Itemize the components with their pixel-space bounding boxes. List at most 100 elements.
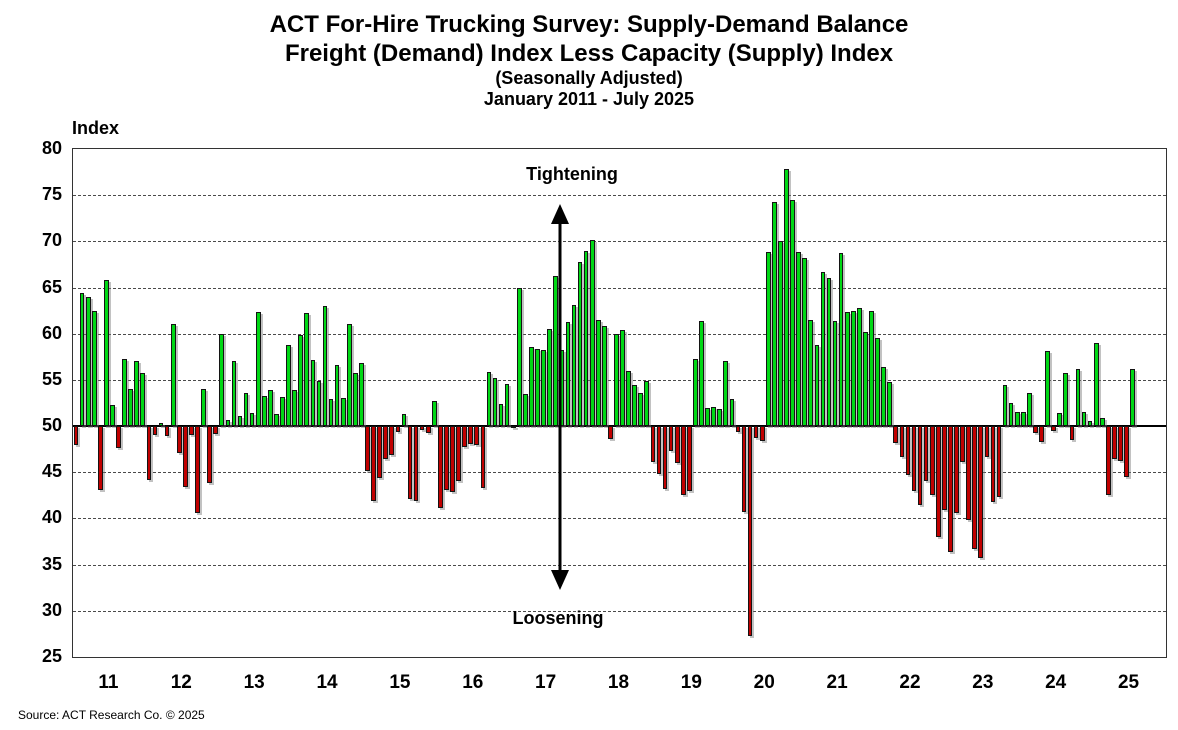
bar <box>723 361 729 427</box>
bar <box>510 426 516 429</box>
bar <box>456 426 461 482</box>
bar <box>966 426 971 521</box>
bar <box>942 426 947 511</box>
x-year-label-11: 11 <box>98 672 119 693</box>
bar <box>1008 403 1014 427</box>
bar <box>134 360 140 427</box>
x-year-label-17: 17 <box>535 672 557 693</box>
bar <box>644 380 650 427</box>
bar <box>225 419 231 427</box>
bar <box>292 390 297 427</box>
bar <box>674 426 680 464</box>
bar <box>826 278 832 427</box>
bar <box>784 169 789 427</box>
bar <box>984 426 990 457</box>
bar <box>978 426 984 559</box>
bar <box>1027 392 1032 427</box>
bar <box>577 261 583 427</box>
bar <box>523 393 528 427</box>
bar <box>310 359 316 427</box>
gridline-55 <box>73 379 1166 381</box>
bar <box>693 358 698 427</box>
bar <box>340 398 346 427</box>
bar <box>1075 368 1081 427</box>
bar <box>711 406 716 427</box>
y-tick-label-50: 50 <box>41 415 62 436</box>
bar <box>1112 426 1117 460</box>
bar <box>650 426 656 463</box>
bar <box>996 426 1002 498</box>
bar <box>614 333 619 427</box>
bar <box>844 312 850 427</box>
bar <box>268 390 273 427</box>
tightening-label: Tightening <box>526 164 618 184</box>
x-year-label-15: 15 <box>389 672 411 693</box>
bar <box>935 426 941 537</box>
bar <box>231 361 237 427</box>
bar <box>772 201 777 427</box>
bar <box>140 372 146 427</box>
x-year-label-21: 21 <box>826 672 848 693</box>
y-tick-label-70: 70 <box>41 230 62 251</box>
bar <box>972 426 978 549</box>
bar <box>881 366 886 427</box>
bar <box>316 380 322 427</box>
bar <box>328 399 334 427</box>
bar <box>699 320 704 427</box>
bar <box>571 305 577 427</box>
bar <box>1057 413 1063 427</box>
bar <box>286 344 291 427</box>
gridline-60 <box>73 333 1166 335</box>
bar <box>201 389 206 427</box>
bar <box>213 426 219 435</box>
x-year-label-25: 25 <box>1117 672 1140 693</box>
gridline-40 <box>73 518 1166 520</box>
gridline-70 <box>73 241 1166 243</box>
bar <box>255 311 261 427</box>
bar <box>620 330 625 427</box>
bar <box>474 426 480 446</box>
bar <box>91 310 97 427</box>
bar <box>97 426 103 490</box>
bar <box>1014 412 1020 427</box>
bar <box>486 371 492 427</box>
bar <box>1069 426 1075 440</box>
gridline-45 <box>73 472 1166 474</box>
bar <box>395 426 401 432</box>
gridline-30 <box>73 610 1166 612</box>
bar <box>85 296 91 427</box>
bar <box>353 372 358 427</box>
bar <box>954 426 959 513</box>
bar <box>407 426 413 500</box>
bar <box>170 324 176 427</box>
bar <box>529 346 534 427</box>
bar <box>183 426 188 488</box>
bar <box>195 426 200 513</box>
bar <box>535 348 540 427</box>
x-year-label-13: 13 <box>243 672 265 693</box>
bar <box>808 319 814 427</box>
bar <box>814 344 820 427</box>
bar <box>365 426 370 472</box>
bar <box>1045 351 1050 427</box>
bar <box>863 331 868 427</box>
bar <box>1039 426 1044 442</box>
bar <box>444 426 449 490</box>
bar <box>1105 426 1111 496</box>
y-tick-label-55: 55 <box>41 368 62 389</box>
bar <box>104 280 109 427</box>
bar <box>680 426 686 496</box>
bar <box>1099 417 1105 427</box>
gridline-65 <box>73 287 1166 289</box>
bar <box>717 408 723 427</box>
bar <box>705 407 710 427</box>
bar <box>905 426 911 476</box>
bar <box>990 426 996 502</box>
bar <box>207 426 212 484</box>
bar <box>547 329 552 427</box>
bar <box>960 426 965 463</box>
bar <box>152 426 158 436</box>
bar <box>668 426 674 452</box>
up-down-arrow-icon <box>551 204 569 590</box>
x-year-label-12: 12 <box>170 672 192 693</box>
